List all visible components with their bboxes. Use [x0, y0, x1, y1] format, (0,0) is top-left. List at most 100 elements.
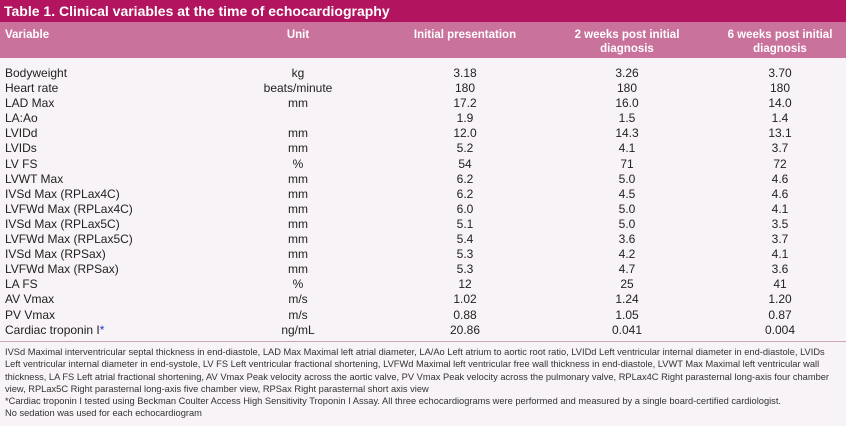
cell-2-weeks-text: 4.5	[618, 186, 636, 201]
cell-initial-presentation-text: 6.0	[456, 201, 474, 216]
cell-unit: mm	[259, 247, 337, 262]
cell-variable-text: LVIDd	[5, 126, 38, 141]
column-header-variable: Variable	[5, 29, 50, 41]
table-row: LVFWd Max (RPSax) mm 5.3 4.7 3.6	[0, 262, 846, 277]
cell-variable: IVSd Max (RPLax5C)	[5, 217, 120, 232]
cell-variable-text: LVIDs	[5, 141, 37, 156]
cell-6-weeks: 1.20	[715, 292, 845, 307]
cell-6-weeks: 3.7	[715, 232, 845, 247]
cell-variable: LVFWd Max (RPLax4C)	[5, 202, 133, 217]
cell-initial-presentation-text: 12	[458, 277, 472, 292]
cell-unit: m/s	[259, 308, 337, 323]
cell-2-weeks: 4.5	[556, 187, 698, 202]
cell-6-weeks-text: 0.004	[764, 322, 796, 337]
cell-initial-presentation: 5.1	[395, 217, 535, 232]
cell-6-weeks: 4.1	[715, 247, 845, 262]
cell-unit: mm	[259, 262, 337, 277]
sedation-footnote: No sedation was used for each echocardio…	[5, 408, 202, 419]
cell-unit-text: m/s	[288, 292, 308, 307]
column-header-initial-presentation: Initial presentation	[413, 29, 517, 41]
cell-unit-text: beats/minute	[263, 81, 333, 96]
cell-variable: LVFWd Max (RPSax)	[5, 262, 119, 277]
cell-6-weeks-text: 1.20	[768, 292, 792, 307]
troponin-footnote: *Cardiac troponin I tested using Beckman…	[5, 396, 781, 407]
table-row: Cardiac troponin I* ng/mL 20.86 0.041 0.004	[0, 323, 846, 338]
column-header-6-weeks: 6 weeks post initial diagnosis	[727, 29, 833, 55]
cell-2-weeks-text: 0.041	[611, 322, 643, 337]
cell-2-weeks: 16.0	[556, 96, 698, 111]
cell-initial-presentation: 6.0	[395, 202, 535, 217]
cell-6-weeks-text: 4.6	[771, 186, 789, 201]
abbreviations-footnote: IVSd Maximal interventricular septal thi…	[5, 347, 830, 394]
cell-2-weeks-text: 4.1	[618, 141, 636, 156]
cell-6-weeks: 72	[715, 157, 845, 172]
cell-unit: %	[259, 277, 337, 292]
cell-variable: IVSd Max (RPLax4C)	[5, 187, 120, 202]
cell-6-weeks-text: 4.1	[771, 201, 789, 216]
cell-2-weeks: 25	[556, 277, 698, 292]
cell-6-weeks: 4.1	[715, 202, 845, 217]
cell-unit: ng/mL	[259, 323, 337, 338]
cell-unit: %	[259, 157, 337, 172]
cell-6-weeks-text: 41	[773, 277, 787, 292]
cell-unit-text: m/s	[288, 307, 308, 322]
cell-variable-text: AV Vmax	[5, 292, 55, 307]
cell-6-weeks: 41	[715, 277, 845, 292]
cell-variable-text: Heart rate	[5, 81, 59, 96]
footnote-marker: *	[99, 322, 105, 337]
table-row: PV Vmax m/s 0.88 1.05 0.87	[0, 308, 846, 323]
cell-unit-text: mm	[288, 262, 308, 277]
cell-unit: mm	[259, 202, 337, 217]
cell-2-weeks-text: 5.0	[618, 201, 636, 216]
cell-initial-presentation: 54	[395, 157, 535, 172]
cell-unit: mm	[259, 232, 337, 247]
cell-variable-text: Cardiac troponin I	[5, 322, 100, 337]
cell-initial-presentation: 5.2	[395, 141, 535, 156]
cell-unit-text: mm	[288, 247, 308, 262]
table-row: LVIDd mm 12.0 14.3 13.1	[0, 126, 846, 141]
cell-variable-text: LVFWd Max (RPSax)	[5, 262, 119, 277]
cell-initial-presentation-text: 20.86	[449, 322, 481, 337]
cell-variable: LA:Ao	[5, 111, 38, 126]
cell-variable-text: LVWT Max	[5, 171, 64, 186]
cell-initial-presentation-text: 1.9	[456, 111, 474, 126]
cell-initial-presentation-text: 5.3	[456, 247, 474, 262]
cell-variable: LVWT Max	[5, 172, 63, 187]
cell-initial-presentation-text: 54	[458, 156, 472, 171]
cell-6-weeks-text: 3.6	[771, 262, 789, 277]
cell-initial-presentation-text: 17.2	[453, 96, 477, 111]
table-row: LVFWd Max (RPLax4C) mm 6.0 5.0 4.1	[0, 202, 846, 217]
cell-initial-presentation-text: 12.0	[453, 126, 477, 141]
cell-6-weeks-text: 3.5	[771, 216, 789, 231]
table-row: LVFWd Max (RPLax5C) mm 5.4 3.6 3.7	[0, 232, 846, 247]
cell-initial-presentation: 1.02	[395, 292, 535, 307]
cell-variable-text: PV Vmax	[5, 307, 56, 322]
cell-initial-presentation: 6.2	[395, 187, 535, 202]
cell-unit-text: mm	[288, 232, 308, 247]
cell-unit-text: mm	[288, 141, 308, 156]
cell-2-weeks-text: 16.0	[615, 96, 639, 111]
table-footnotes: IVSd Maximal interventricular septal thi…	[0, 341, 846, 431]
table-title: Table 1. Clinical variables at the time …	[0, 0, 846, 22]
cell-variable-text: LAD Max	[5, 96, 55, 111]
cell-2-weeks-text: 5.0	[618, 171, 636, 186]
cell-variable: LA FS	[5, 277, 38, 292]
table-row: Heart rate beats/minute 180 180 180	[0, 81, 846, 96]
cell-initial-presentation: 0.88	[395, 308, 535, 323]
cell-unit-text: kg	[291, 66, 305, 80]
table-row: IVSd Max (RPLax5C) mm 5.1 5.0 3.5	[0, 217, 846, 232]
cell-6-weeks: 0.004	[715, 323, 845, 338]
table-row: LA:Ao 1.9 1.5 1.4	[0, 111, 846, 126]
cell-6-weeks: 13.1	[715, 126, 845, 141]
cell-initial-presentation: 3.18	[395, 66, 535, 81]
cell-variable-text: Bodyweight	[5, 66, 68, 80]
cell-unit: beats/minute	[259, 81, 337, 96]
cell-initial-presentation: 17.2	[395, 96, 535, 111]
cell-6-weeks-text: 4.6	[771, 171, 789, 186]
cell-2-weeks-text: 5.0	[618, 216, 636, 231]
cell-variable: AV Vmax	[5, 292, 54, 307]
cell-2-weeks-text: 25	[620, 277, 634, 292]
cell-2-weeks-text: 180	[616, 81, 638, 96]
cell-variable-text: IVSd Max (RPLax5C)	[5, 216, 120, 231]
cell-2-weeks: 4.7	[556, 262, 698, 277]
